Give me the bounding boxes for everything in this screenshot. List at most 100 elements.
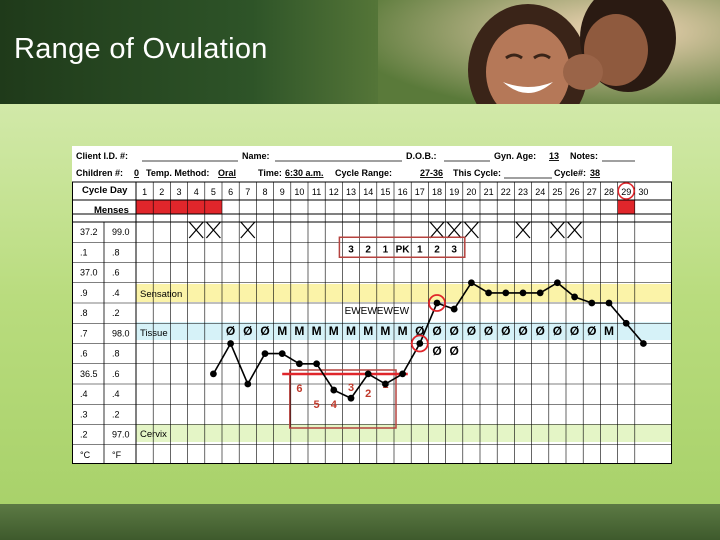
coverline-count: 2 xyxy=(365,388,371,400)
sensation-mark: EWEWEWEW xyxy=(345,306,410,317)
dry-mark: Ø xyxy=(450,344,459,358)
fahrenheit-label: .4 xyxy=(112,288,120,298)
tissue-mark: Ø xyxy=(570,324,579,338)
temperature-point xyxy=(399,370,406,378)
temperature-point xyxy=(588,299,596,307)
fahrenheit-label: .8 xyxy=(112,349,120,359)
temperature-point xyxy=(261,350,269,358)
x-mark xyxy=(549,221,565,239)
cycle-day-number: 18 xyxy=(432,187,442,197)
celsius-label: .1 xyxy=(80,247,88,257)
tissue-mark: Ø xyxy=(587,324,596,338)
temperature-point xyxy=(227,340,235,347)
coverline-count: 6 xyxy=(296,383,302,395)
x-mark xyxy=(515,221,531,239)
cycle-day-number: 14 xyxy=(363,187,373,197)
fahrenheit-label: °F xyxy=(112,450,122,460)
celsius-label: .3 xyxy=(80,409,88,419)
temperature-point xyxy=(382,380,389,388)
mother-child-photo xyxy=(378,0,720,104)
coverline-count: 3 xyxy=(348,382,354,394)
cycle-day-number: 25 xyxy=(552,187,562,197)
footer-bar xyxy=(0,504,720,540)
coverline-box xyxy=(289,369,397,429)
x-mark xyxy=(188,221,204,239)
fahrenheit-label: .2 xyxy=(112,308,120,318)
client-id-label: Client I.D. #: xyxy=(76,151,128,161)
tissue-mark: M xyxy=(312,324,322,338)
x-mark xyxy=(446,221,462,239)
tissue-mark: Ø xyxy=(450,324,459,338)
fahrenheit-label: .8 xyxy=(112,247,120,257)
fahrenheit-label: .4 xyxy=(112,389,120,399)
notes-label: Notes: xyxy=(570,151,598,161)
menses-mark xyxy=(136,200,154,214)
dry-mark: Ø xyxy=(432,344,441,358)
tissue-mark: Ø xyxy=(518,324,527,338)
peak-count-number: PK xyxy=(396,244,411,255)
cycle-day-number: 2 xyxy=(159,187,164,197)
cycle-day-number: 26 xyxy=(570,187,580,197)
cycle-day-number: 22 xyxy=(501,187,511,197)
temperature-point xyxy=(554,279,561,287)
ovulation-highlight xyxy=(428,294,446,312)
sensation-label: Sensation xyxy=(140,289,182,300)
temperature-point xyxy=(468,279,475,287)
tissue-mark: Ø xyxy=(432,324,441,338)
fahrenheit-label: 98.0 xyxy=(112,328,130,338)
cycle-day-number: 11 xyxy=(312,187,321,197)
dob-label: D.O.B.: xyxy=(406,151,437,161)
tissue-mark: M xyxy=(277,324,287,338)
time-value: 6:30 a.m. xyxy=(285,168,324,178)
cycle-day-number: 1 xyxy=(142,187,147,197)
celsius-label: °C xyxy=(80,450,91,460)
temperature-point xyxy=(313,360,320,368)
celsius-label: .7 xyxy=(80,328,88,338)
cycle-day-number: 30 xyxy=(638,187,648,197)
cycle-day-number: 28 xyxy=(604,187,614,197)
tissue-mark: Ø xyxy=(501,324,510,338)
temperature-point xyxy=(571,293,578,301)
temperature-line xyxy=(210,279,647,402)
temperature-point xyxy=(244,380,252,388)
peak-count-number: 3 xyxy=(451,244,457,255)
tissue-mark: Ø xyxy=(226,324,235,338)
tissue-mark: Ø xyxy=(484,324,493,338)
fahrenheit-label: .6 xyxy=(112,268,120,278)
peak-count-box xyxy=(338,236,466,258)
cycle-day-number: 21 xyxy=(484,187,494,197)
tissue-mark: Ø xyxy=(243,324,252,338)
temperature-point xyxy=(296,360,303,368)
peak-count-number: 2 xyxy=(434,244,440,255)
celsius-label: 36.5 xyxy=(80,369,98,379)
fahrenheit-label: 97.0 xyxy=(112,430,130,440)
temperature-point xyxy=(450,305,458,313)
tissue-mark: M xyxy=(329,324,339,338)
menses-mark xyxy=(617,200,635,214)
time-label: Time: xyxy=(258,168,282,178)
cycle-day-label: Cycle Day xyxy=(82,185,128,196)
menses-mark xyxy=(153,200,171,214)
fahrenheit-label: 99.0 xyxy=(112,227,130,237)
temperature-point xyxy=(278,350,286,358)
celsius-label: .9 xyxy=(80,288,88,298)
tissue-mark: M xyxy=(398,324,408,338)
celsius-label: .2 xyxy=(80,430,88,440)
temperature-point xyxy=(433,299,441,307)
temperature-point xyxy=(330,386,338,394)
tissue-mark: Ø xyxy=(536,324,545,338)
cervix-label: Cervix xyxy=(140,429,167,440)
cycle-day-number: 5 xyxy=(211,187,216,197)
tissue-band xyxy=(136,322,672,340)
cycle-day-number: 27 xyxy=(587,187,597,197)
temperature-point xyxy=(347,394,355,402)
x-mark xyxy=(463,221,479,239)
celsius-label: 37.2 xyxy=(80,227,98,237)
cycle-day-number: 17 xyxy=(415,187,425,197)
chart-grid: 37.2 99.0.1.837.0.6.9.4.8.2.7 98.0.6.836.5… xyxy=(72,181,672,464)
tissue-mark: Ø xyxy=(553,324,562,338)
peak-count-number: 2 xyxy=(365,244,371,255)
cycle-day-number: 15 xyxy=(380,187,390,197)
cycle-day-number: 6 xyxy=(228,187,233,197)
